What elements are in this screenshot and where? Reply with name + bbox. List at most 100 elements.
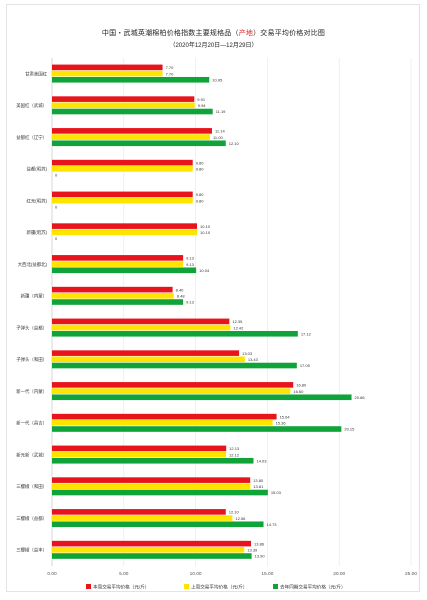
x-tick-label: 0.00 xyxy=(47,571,57,577)
x-tick-label: 20.00 xyxy=(333,571,345,577)
bar xyxy=(52,515,233,521)
data-label: 15.03 xyxy=(271,490,282,495)
category-label: 三樱椒（益丰） xyxy=(16,547,47,554)
bar xyxy=(52,547,245,553)
bar xyxy=(52,362,297,369)
data-label: 12.10 xyxy=(229,510,240,515)
category-label: 新疆（内蒙） xyxy=(21,293,47,300)
bar xyxy=(52,128,212,134)
data-label: 15.64 xyxy=(280,414,291,419)
data-label: 9.80 xyxy=(196,167,205,172)
bar xyxy=(52,223,198,229)
data-label: 13.03 xyxy=(242,351,253,356)
data-label: 12.42 xyxy=(233,325,244,330)
data-label: 10.04 xyxy=(199,268,210,273)
category-label: 大西北(益都北) xyxy=(18,261,48,268)
data-label: 10.95 xyxy=(212,77,223,82)
data-label: 8.48 xyxy=(177,294,186,299)
data-label: 13.86 xyxy=(254,541,265,546)
category-label: 益都红（辽宁） xyxy=(16,134,47,141)
category-label: 新元新（武城） xyxy=(16,451,47,458)
data-label: 13.43 xyxy=(248,357,259,362)
bar xyxy=(52,229,198,236)
legend-swatch xyxy=(86,584,91,589)
category-label: 新疆(昭苏) xyxy=(27,229,48,236)
data-label: 14.03 xyxy=(256,458,267,463)
data-label: 9.13 xyxy=(186,256,195,261)
data-label: 9.80 xyxy=(196,198,205,203)
bar xyxy=(52,521,264,528)
category-label: 甘肃美国红 xyxy=(25,70,48,77)
data-label: 13.90 xyxy=(255,554,266,559)
bar xyxy=(52,451,227,458)
data-label: 13.81 xyxy=(253,484,264,489)
category-label: 红元(昭苏) xyxy=(27,197,48,204)
data-label: 10.10 xyxy=(200,230,211,235)
data-label: 17.05 xyxy=(300,363,311,368)
x-tick-label: 5.00 xyxy=(119,571,129,577)
title-highlight: 产地 xyxy=(238,30,254,37)
bar xyxy=(52,445,227,452)
bar xyxy=(52,420,273,426)
data-label: 13.80 xyxy=(253,478,264,483)
data-label: 17.12 xyxy=(301,331,312,336)
title-prefix: 中国・武城英潮棉柏价格指数主要规格品（ xyxy=(101,30,239,37)
legend-label: 去年同期交易平均价格（元/斤） xyxy=(280,584,346,591)
bar xyxy=(52,330,298,337)
data-label: 12.13 xyxy=(229,446,240,451)
bar xyxy=(52,394,352,401)
data-label: 11.00 xyxy=(213,135,223,140)
bar xyxy=(52,108,213,115)
data-label: 14.73 xyxy=(267,522,278,527)
bar xyxy=(52,509,226,515)
data-label: 11.19 xyxy=(216,109,226,114)
category-label: 子弹头（和田） xyxy=(16,356,47,363)
bar xyxy=(52,489,268,496)
bar xyxy=(52,299,184,305)
bar xyxy=(52,70,163,77)
data-label: 15.36 xyxy=(276,421,287,426)
bar xyxy=(52,267,197,274)
page-frame xyxy=(6,4,420,592)
bar xyxy=(52,293,174,299)
data-label: 9.91 xyxy=(197,97,206,102)
bar xyxy=(52,261,184,267)
bar xyxy=(52,426,342,432)
data-label: 9.13 xyxy=(186,262,195,267)
bar xyxy=(52,457,254,464)
data-label: 11.14 xyxy=(215,129,225,134)
category-label: 美国红（武城） xyxy=(16,102,47,109)
bar xyxy=(52,102,195,109)
bar xyxy=(52,318,230,325)
bar xyxy=(52,159,193,166)
bar xyxy=(52,413,277,420)
bar xyxy=(52,388,291,394)
bar xyxy=(52,553,252,559)
x-tick-label: 25.00 xyxy=(405,571,417,577)
bar xyxy=(52,382,294,388)
chart-title: 中国・武城英潮棉柏价格指数主要规格品（产地）交易平均价格对比图 xyxy=(0,28,427,38)
bar xyxy=(52,477,251,483)
data-label: 12.10 xyxy=(229,141,240,146)
data-label: 0 xyxy=(55,236,58,241)
legend-swatch xyxy=(184,584,189,589)
bar xyxy=(52,540,252,547)
title-suffix: ）交易平均价格对比图 xyxy=(253,30,326,37)
data-label: 16.80 xyxy=(296,383,307,388)
data-label: 7.70 xyxy=(166,71,175,76)
legend-label: 上周交易平均价格（元/斤） xyxy=(191,584,247,591)
chart-subtitle: （2020年12月20日—12月29日） xyxy=(169,43,258,49)
bar xyxy=(52,255,184,261)
bar xyxy=(52,96,195,102)
category-label: 三樱椒（和田） xyxy=(16,483,47,490)
data-label: 12.12 xyxy=(229,452,240,457)
category-label: 益都(昭苏) xyxy=(27,166,48,173)
bar xyxy=(52,324,231,331)
category-label: 新一代（昌吉） xyxy=(16,420,47,427)
legend-label: 本周交易平均价格（元/斤） xyxy=(93,584,149,591)
x-tick-label: 10.00 xyxy=(190,571,202,577)
data-label: 9.94 xyxy=(198,103,207,108)
data-label: 9.13 xyxy=(186,300,195,305)
bar xyxy=(52,191,193,198)
category-label: 三樱椒（益都） xyxy=(16,515,47,522)
